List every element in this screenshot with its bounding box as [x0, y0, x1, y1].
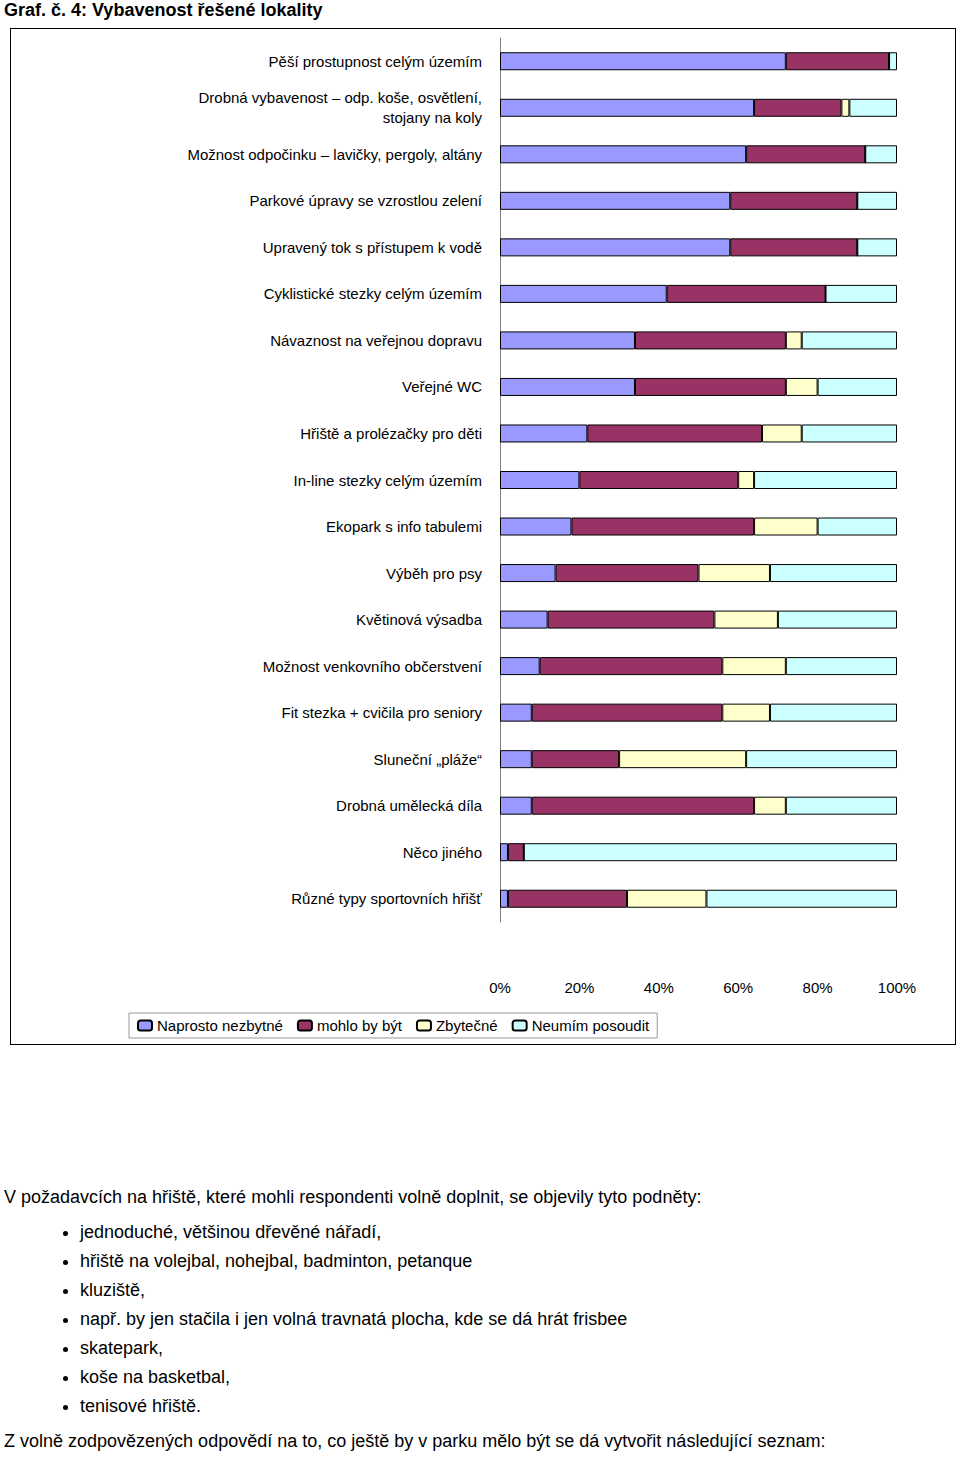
svg-text:Parkové úpravy se vzrostlou ze: Parkové úpravy se vzrostlou zelení	[249, 192, 482, 209]
svg-text:Možnost odpočinku – lavičky, p: Možnost odpočinku – lavičky, pergoly, al…	[187, 146, 482, 163]
html-text:hřiště na volejbal, nohejbal,: hřiště na volejbal, nohejbal, badminton,…	[80, 1251, 473, 1271]
svg-text:Zbytečné: Zbytečné	[436, 1017, 498, 1034]
svg-text:Ekopark s info tabulemi: Ekopark s info tabulemi	[326, 518, 482, 535]
svg-text:Drobná vybavenost – odp. koše,: Drobná vybavenost – odp. koše, osvětlení…	[198, 89, 482, 106]
svg-text:60%: 60%	[723, 979, 753, 996]
svg-text:Výběh pro psy: Výběh pro psy	[386, 565, 482, 582]
html-text:Graf. č. 4: Vybavenost řešené: Graf. č. 4: Vybavenost řešené lokality	[4, 0, 323, 20]
svg-text:stojany na koly: stojany na koly	[383, 109, 483, 126]
svg-text:Různé typy sportovních hřišť: Různé typy sportovních hřišť	[291, 890, 482, 907]
svg-text:Hřiště a prolézačky pro děti: Hřiště a prolézačky pro děti	[300, 425, 482, 442]
svg-text:0%: 0%	[489, 979, 511, 996]
svg-text:Upravený tok s přístupem k vod: Upravený tok s přístupem k vodě	[263, 239, 482, 256]
svg-text:Návaznost na veřejnou dopravu: Návaznost na veřejnou dopravu	[270, 332, 482, 349]
svg-text:Pěší prostupnost celým územím: Pěší prostupnost celým územím	[269, 53, 482, 70]
svg-text:Něco jiného: Něco jiného	[403, 844, 482, 861]
svg-text:Fit stezka + cvičila pro senio: Fit stezka + cvičila pro seniory	[282, 704, 483, 721]
html-text:Z volně zodpovězených odpovědí: Z volně zodpovězených odpovědí na to, co…	[4, 1431, 826, 1451]
svg-text:In-line stezky celým územím: In-line stezky celým územím	[294, 472, 482, 489]
svg-text:Sluneční „pláže“: Sluneční „pláže“	[374, 751, 482, 768]
html-text:jednoduché, většinou dřevěné n: jednoduché, většinou dřevěné nářadí,	[80, 1222, 382, 1242]
svg-text:Veřejné WC: Veřejné WC	[402, 378, 482, 395]
html-text:tenisové hřiště.: tenisové hřiště.	[80, 1396, 202, 1416]
svg-text:Naprosto nezbytné: Naprosto nezbytné	[157, 1017, 283, 1034]
html-text:V požadavcích na hřiště, které: V požadavcích na hřiště, které mohli res…	[4, 1187, 702, 1207]
svg-text:Drobná umělecká díla: Drobná umělecká díla	[336, 797, 483, 814]
html-text:koše na basketbal,: koše na basketbal,	[80, 1367, 231, 1387]
svg-text:100%: 100%	[878, 979, 916, 996]
svg-text:mohlo by být: mohlo by být	[317, 1017, 403, 1034]
svg-text:Květinová výsadba: Květinová výsadba	[356, 611, 483, 628]
svg-text:80%: 80%	[803, 979, 833, 996]
svg-text:Možnost venkovního občerstvení: Možnost venkovního občerstvení	[263, 658, 483, 675]
svg-text:Cyklistické stezky celým území: Cyklistické stezky celým územím	[264, 285, 482, 302]
svg-text:40%: 40%	[644, 979, 674, 996]
svg-text:Neumím posoudit: Neumím posoudit	[532, 1017, 650, 1034]
svg-text:20%: 20%	[564, 979, 594, 996]
html-text:např. by jen stačila i jen vol: např. by jen stačila i jen volná travnat…	[80, 1309, 628, 1329]
html-text:kluziště,: kluziště,	[80, 1280, 145, 1300]
html-text:skatepark,: skatepark,	[80, 1338, 163, 1358]
